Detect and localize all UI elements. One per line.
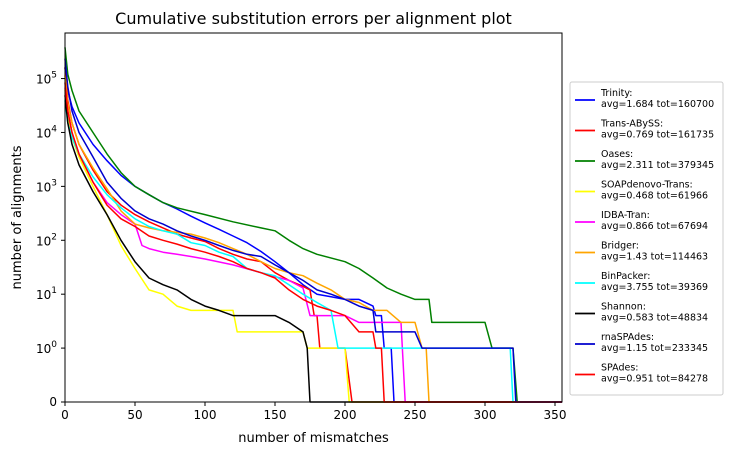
- legend-entry-name: Trans-ABySS:: [600, 119, 663, 130]
- legend-entry-name: Shannon:: [601, 302, 646, 313]
- legend-entry-stats: avg=0.951 tot=84278: [601, 374, 708, 385]
- series-line-9: [64, 58, 562, 403]
- legend-entry-name: rnaSPAdes:: [601, 332, 654, 343]
- x-tick-label: 100: [194, 408, 217, 422]
- series-line-4: [64, 89, 562, 403]
- series-line-2: [64, 67, 562, 403]
- x-tick-label: 300: [474, 408, 497, 422]
- legend-entry-stats: avg=0.866 tot=67694: [601, 221, 708, 232]
- legend-entry-stats: avg=2.311 tot=379345: [601, 160, 714, 171]
- legend-entry-name: SPAdes:: [601, 363, 639, 374]
- x-tick-label: 50: [127, 408, 142, 422]
- legend-entry-stats: avg=0.769 tot=161735: [601, 130, 714, 141]
- legend-entry-stats: avg=1.43 tot=114463: [601, 252, 708, 263]
- legend-entry-stats: avg=0.468 tot=61966: [601, 191, 708, 202]
- legend-entry-stats: avg=3.755 tot=39369: [601, 282, 708, 293]
- legend-entry-stats: avg=0.583 tot=48834: [601, 313, 708, 324]
- y-axis-label: number of alignments: [10, 145, 25, 289]
- series-line-8: [64, 95, 562, 403]
- legend-entry-name: BinPacker:: [601, 271, 650, 282]
- plot-frame: [64, 32, 563, 403]
- legend-box: [569, 81, 724, 396]
- y-tick-label: 105: [36, 71, 57, 87]
- series-line-5: [64, 87, 562, 403]
- y-tick-label: 0: [49, 395, 57, 409]
- legend-entry-name: IDBA-Tran:: [601, 210, 650, 221]
- y-tick-label: 102: [36, 232, 57, 248]
- x-axis-label: number of mismatches: [238, 431, 389, 446]
- legend-entry-stats: avg=1.684 tot=160700: [601, 99, 714, 110]
- legend-entry-name: Bridger:: [601, 241, 639, 252]
- series-line-3: [64, 47, 562, 403]
- x-tick-label: 250: [404, 408, 427, 422]
- x-tick-label: 200: [334, 408, 357, 422]
- x-tick-label: 350: [544, 408, 567, 422]
- legend-entry-name: Trinity:: [600, 88, 632, 99]
- series-layer: [64, 47, 562, 403]
- y-tick-label: 103: [36, 178, 57, 194]
- series-line-1: [64, 67, 562, 403]
- y-tick-label: 100: [36, 340, 57, 356]
- y-tick-label: 101: [36, 286, 57, 302]
- legend-entry-stats: avg=1.15 tot=233345: [601, 343, 708, 354]
- x-axis: 0 50 100 150 200 250 300 350: [61, 402, 566, 422]
- legend-entry-name: SOAPdenovo-Trans:: [601, 180, 693, 191]
- y-axis: 0 100 101 102 103 104 105: [36, 71, 65, 409]
- x-tick-label: 150: [264, 408, 287, 422]
- y-tick-label: 104: [36, 124, 57, 140]
- legend: Trinity:avg=1.684 tot=160700 Trans-ABySS:…: [569, 81, 724, 396]
- series-line-6: [64, 75, 562, 403]
- legend-entry-name: Oases:: [601, 149, 633, 160]
- series-line-7: [64, 100, 562, 403]
- series-line-10: [64, 82, 562, 403]
- chart-title: Cumulative substitution errors per align…: [115, 9, 512, 28]
- x-tick-label: 0: [61, 408, 69, 422]
